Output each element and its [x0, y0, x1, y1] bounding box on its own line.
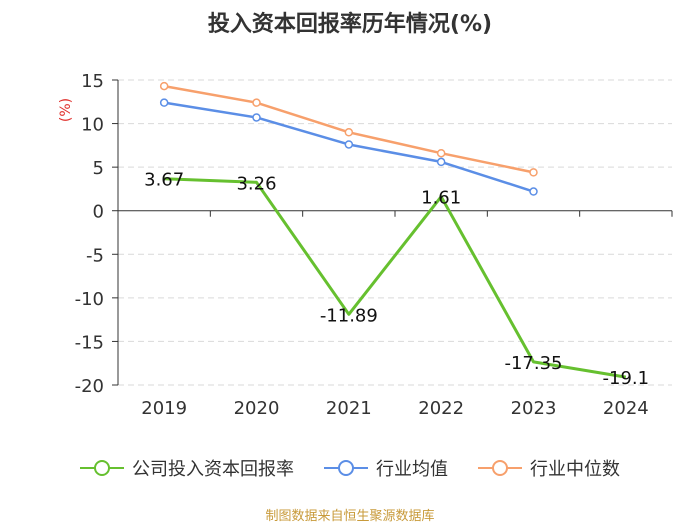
data-point — [344, 128, 354, 137]
data-point — [436, 148, 446, 158]
axis-layer: 15 10 5 0 -5 -10 -15 -20 2019 2020 2021 2022 2023 202… — [58, 71, 673, 419]
y-tick-label: -10 — [75, 289, 104, 310]
data-point — [159, 98, 169, 107]
data-point — [529, 187, 538, 196]
y-tick-label: 15 — [81, 71, 104, 92]
data-label: -19.1 — [603, 368, 650, 389]
data-point — [529, 168, 538, 177]
series-layer — [159, 81, 627, 379]
x-tick-label: 2020 — [234, 398, 280, 419]
x-tick-label: 2021 — [326, 398, 372, 419]
data-point — [344, 140, 354, 149]
legend-item-industry-mean[interactable]: 行业均值 — [324, 455, 448, 481]
grid-layer — [118, 79, 672, 386]
line-chart: 15 10 5 0 -5 -10 -15 -20 2019 2020 2021 2022 2023 202… — [58, 71, 673, 419]
data-point — [436, 157, 446, 167]
y-axis-label: (%) — [58, 98, 74, 122]
y-tick-label: 10 — [81, 115, 104, 136]
y-tick-label: 0 — [93, 202, 104, 223]
x-tick-label: 2024 — [603, 398, 649, 419]
y-tick-label: -20 — [75, 376, 104, 397]
data-label: -17.35 — [504, 353, 562, 374]
legend-marker-industry-median — [478, 460, 522, 476]
y-tick-label: -5 — [86, 245, 104, 266]
legend-item-industry-median[interactable]: 行业中位数 — [478, 455, 620, 481]
y-tick-label: -15 — [75, 332, 104, 353]
data-point — [159, 81, 169, 91]
y-tick-label: 5 — [93, 158, 104, 179]
legend-label-company: 公司投入资本回报率 — [132, 459, 294, 480]
data-label: -11.89 — [320, 305, 378, 326]
series-line — [164, 177, 627, 379]
x-tick-label: 2023 — [511, 398, 557, 419]
data-point — [252, 98, 261, 107]
data-label: 3.67 — [144, 170, 184, 191]
data-label: 3.26 — [236, 173, 276, 194]
data-point — [252, 113, 261, 122]
x-tick-label: 2019 — [141, 398, 187, 419]
data-label: 1.61 — [421, 188, 461, 209]
x-tick-label: 2022 — [418, 398, 464, 419]
legend-marker-company — [80, 460, 124, 476]
legend-marker-industry-mean — [324, 460, 368, 476]
legend-label-industry-median: 行业中位数 — [530, 459, 620, 480]
chart-title: 投入资本回报率历年情况(%) — [207, 12, 493, 37]
source-footer: 制图数据来自恒生聚源数据库 — [265, 509, 435, 524]
legend: 公司投入资本回报率 行业均值 行业中位数 — [0, 455, 700, 481]
label-layer: 3.67 3.26 -11.89 1.61 -17.35 -19.1 — [144, 170, 649, 389]
legend-label-industry-mean: 行业均值 — [376, 459, 448, 480]
legend-item-company[interactable]: 公司投入资本回报率 — [80, 455, 294, 481]
